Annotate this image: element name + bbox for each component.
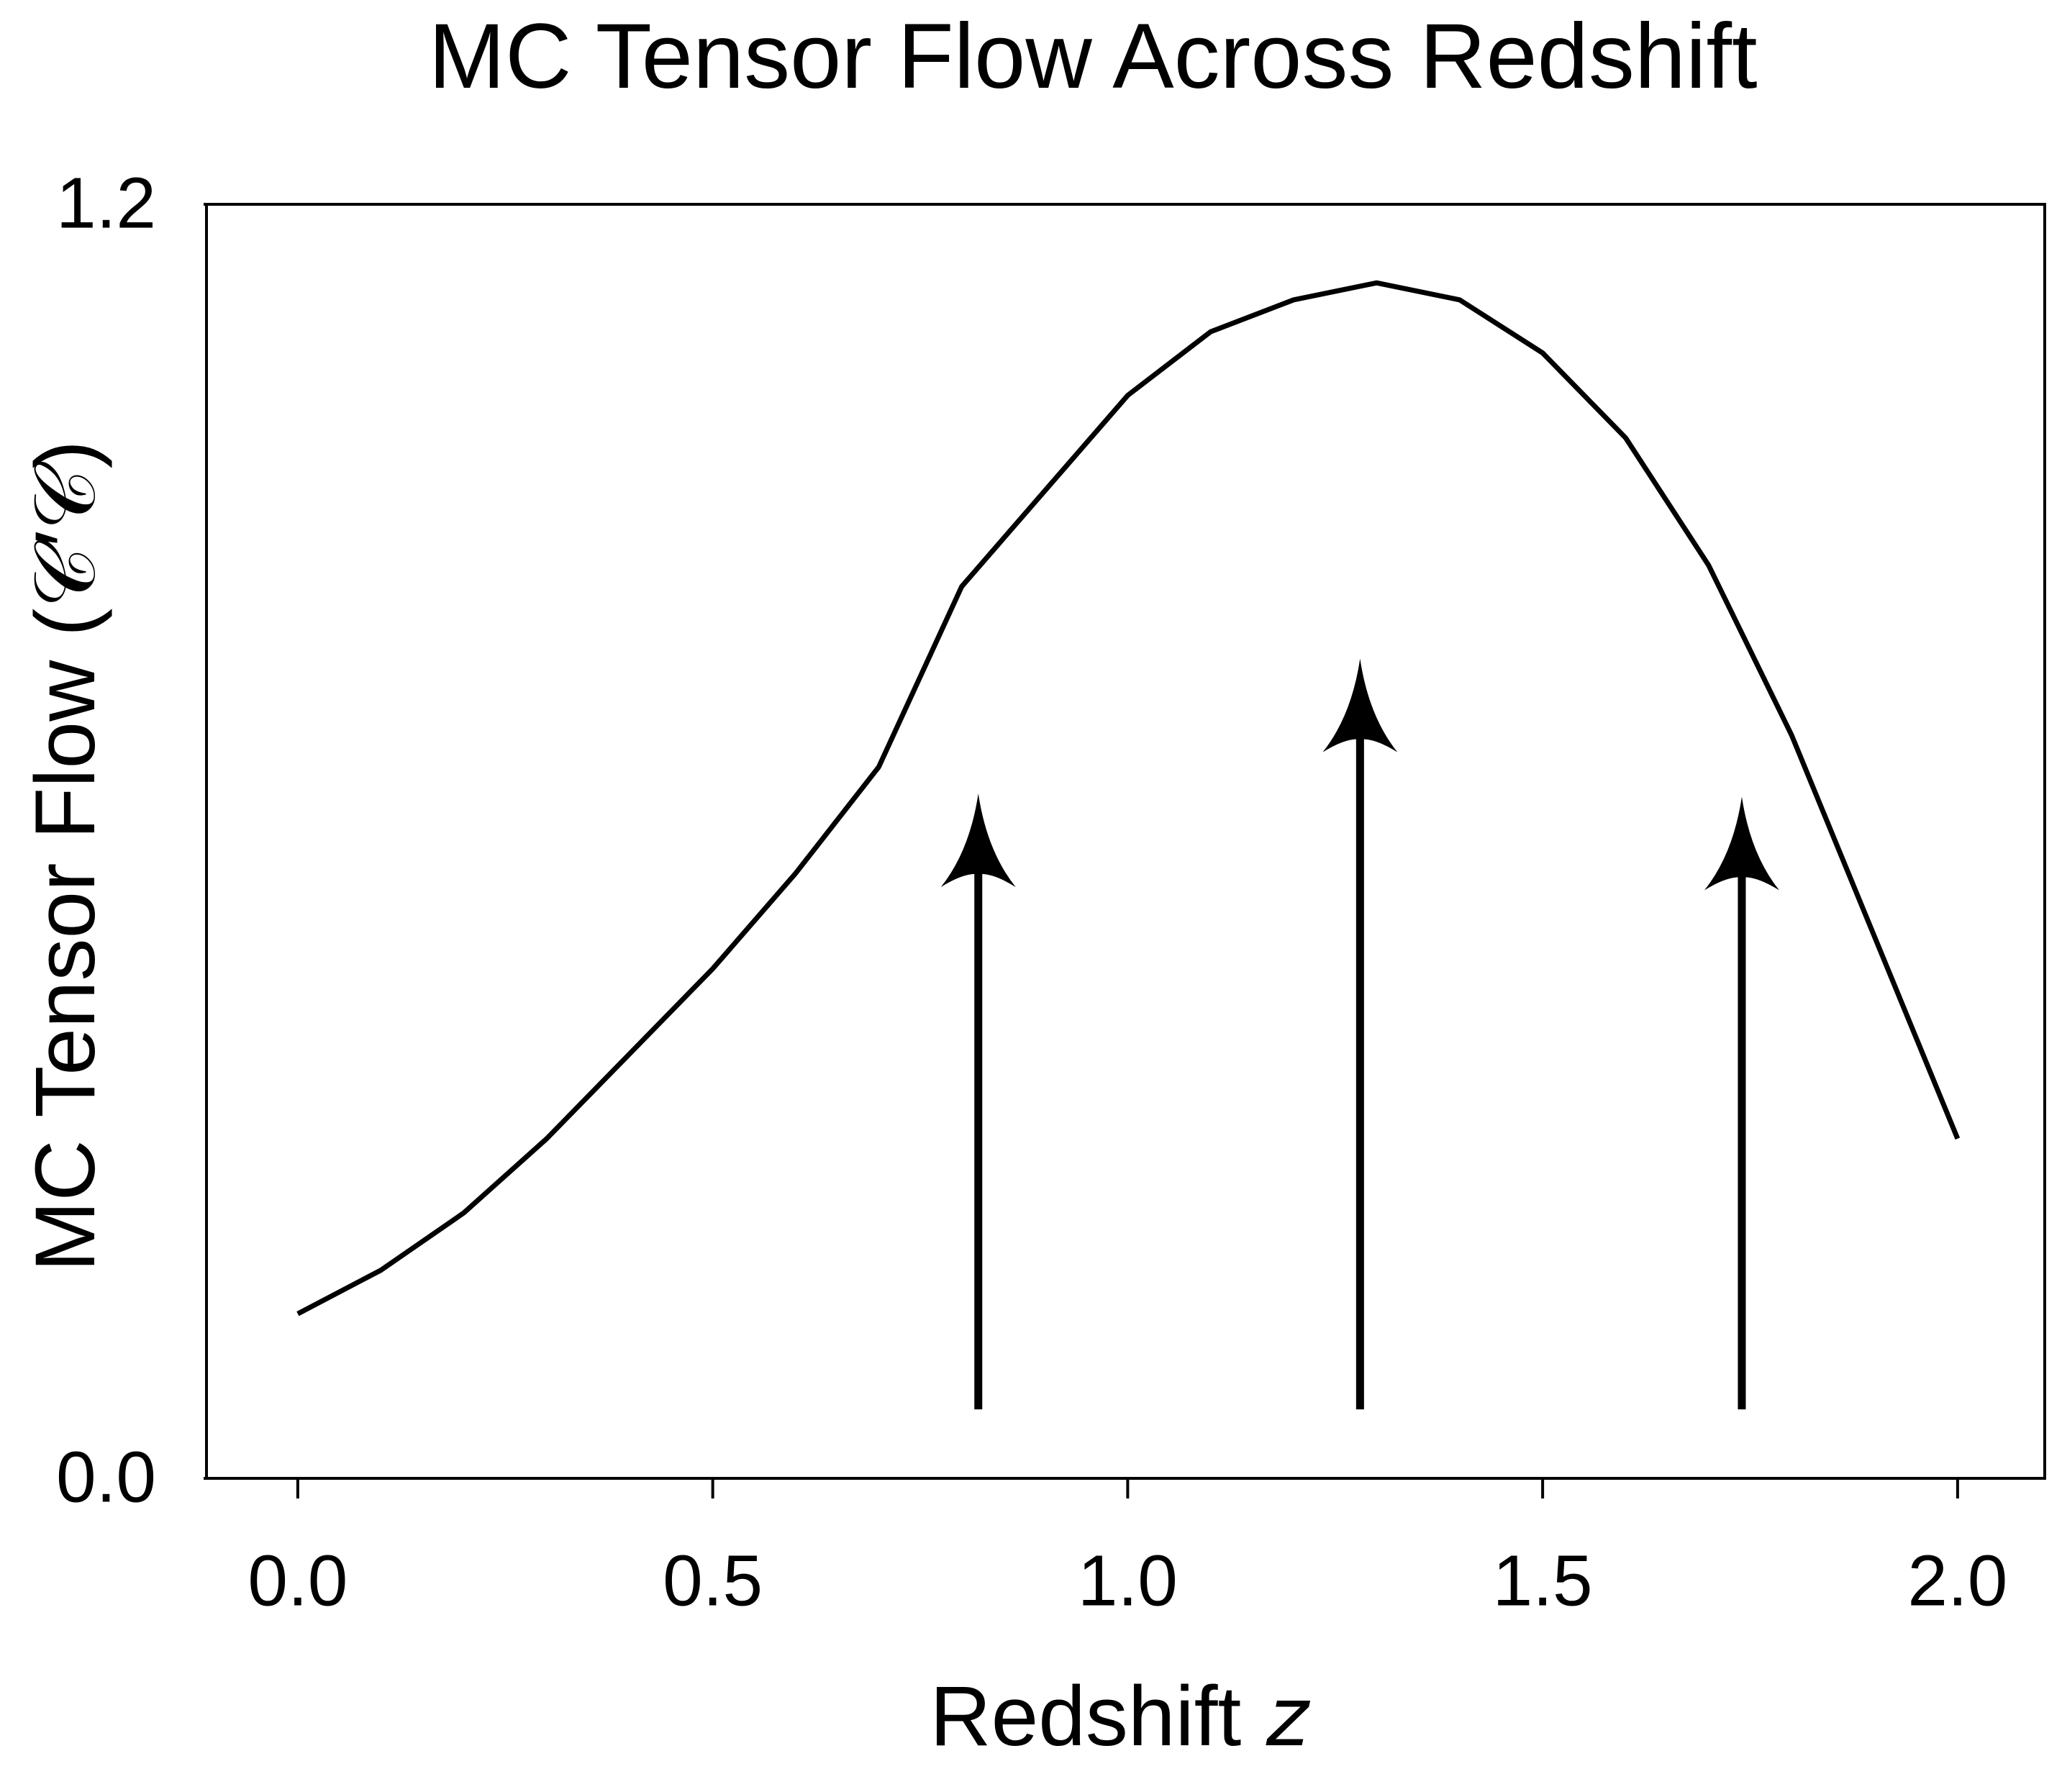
arrow-head [1704, 796, 1779, 891]
x-tick-label: 1.5 [1493, 1540, 1593, 1621]
x-tick-label: 0.0 [247, 1540, 348, 1621]
chart-title: MC Tensor Flow Across Redshift [428, 5, 1757, 108]
y-tick-label: 1.2 [56, 163, 156, 243]
x-tick-label: 0.5 [663, 1540, 763, 1621]
x-tick-label: 2.0 [1907, 1540, 2007, 1621]
line-series [296, 280, 1961, 1316]
x-tick-label: 1.0 [1078, 1540, 1178, 1621]
arrow-head [1322, 658, 1398, 752]
plot-frame [205, 203, 2046, 1480]
y-axis-label: MC Tensor Flow (𝒞′𝒞) [18, 440, 113, 1272]
x-axis-label: Redshift 𝑧 [930, 1669, 1310, 1764]
y-tick-label: 0.0 [56, 1437, 156, 1517]
arrow-head [940, 793, 1016, 888]
